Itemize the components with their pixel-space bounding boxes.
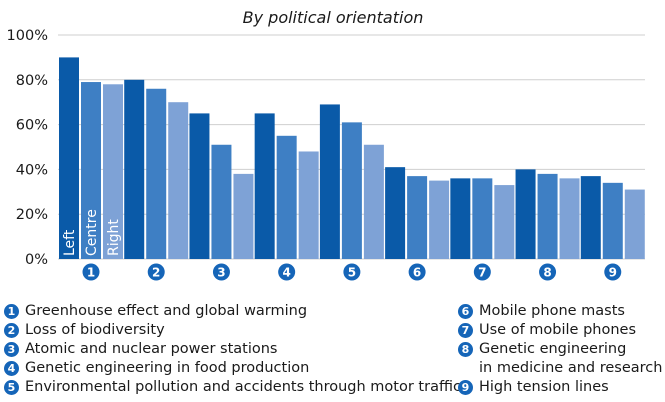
category-label: 6 xyxy=(413,266,421,280)
category-badge-6 xyxy=(408,263,426,281)
bar-centre-5 xyxy=(341,122,362,259)
legend-item: 5 Environmental pollution and accidents t… xyxy=(4,378,461,397)
bar-left-4 xyxy=(254,113,275,260)
bar-right-8 xyxy=(559,178,580,259)
category-label: 5 xyxy=(348,266,356,280)
bar-centre-7 xyxy=(472,178,493,259)
bar-centre-2 xyxy=(146,88,167,259)
bar-right-5 xyxy=(363,144,384,259)
legend-text: Loss of biodiversity xyxy=(25,322,165,338)
bar-centre-1 xyxy=(81,82,101,259)
bar-right-4 xyxy=(298,151,319,259)
bar-left-1 xyxy=(59,57,79,260)
legend-item: 7 Use of mobile phones xyxy=(458,321,662,340)
legend-badge: 1 xyxy=(4,304,19,319)
category-label: 1 xyxy=(87,266,95,280)
legend-text: Use of mobile phones xyxy=(479,322,637,338)
legend-text: Greenhouse effect and global warming xyxy=(25,303,308,319)
category-badge-9 xyxy=(604,263,622,281)
category-badge-5 xyxy=(343,263,361,281)
bar-chart: By political orientation 0% 20% 40% 60% 80% 1… xyxy=(7,8,645,281)
legend-text: Mobile phone masts xyxy=(479,303,625,319)
bar-left-2 xyxy=(124,79,145,259)
chart-title: By political orientation xyxy=(243,8,424,27)
legend-item: 3 Atomic and nuclear power stations xyxy=(4,340,461,359)
legend-text: Genetic engineering in medicine and rese… xyxy=(479,341,663,376)
y-tick-label: 40% xyxy=(16,162,48,178)
legend-item: 9 High tension lines xyxy=(458,378,662,397)
legend-badge: 3 xyxy=(4,342,19,357)
bar-right-3 xyxy=(233,173,254,259)
legend-badge: 9 xyxy=(458,380,473,395)
bar-left-6 xyxy=(385,167,406,259)
bar-right-9 xyxy=(624,189,645,259)
series-label-right: Right xyxy=(106,219,122,256)
series-label-left: Left xyxy=(62,229,78,256)
bar-left-3 xyxy=(189,113,210,260)
category-badge-7 xyxy=(473,263,491,281)
legend-left: 1 Greenhouse effect and global warming 2 Lo… xyxy=(4,302,461,397)
y-tick-label: 0% xyxy=(25,252,48,268)
legend-right: 6 Mobile phone masts 7 Use of mobile phones… xyxy=(458,302,662,397)
bar-left-8 xyxy=(515,169,536,259)
legend-badge: 6 xyxy=(458,304,473,319)
category-badge-1 xyxy=(82,263,100,281)
legend-text: Genetic engineering in food production xyxy=(25,360,310,376)
bar-right-6 xyxy=(429,180,450,259)
category-badge-3 xyxy=(212,263,230,281)
y-tick-label: 60% xyxy=(16,118,48,134)
series-label-centre: Centre xyxy=(84,209,100,256)
y-tick-label: 100% xyxy=(7,28,48,44)
legend-text: High tension lines xyxy=(479,379,609,395)
category-label: 4 xyxy=(282,266,290,280)
bar-centre-4 xyxy=(276,135,297,259)
legend-text: Environmental pollution and accidents th… xyxy=(25,379,461,395)
legend-badge: 7 xyxy=(458,323,473,338)
legend-item: 6 Mobile phone masts xyxy=(458,302,662,321)
bar-left-9 xyxy=(580,176,601,259)
bar-centre-6 xyxy=(407,176,428,259)
bar-right-1 xyxy=(103,84,123,259)
legend-badge: 2 xyxy=(4,323,19,338)
bar-right-2 xyxy=(168,102,189,259)
category-label: 8 xyxy=(543,266,551,280)
legend-item: 8 Genetic engineering in medicine and res… xyxy=(458,340,662,378)
category-badge-8 xyxy=(539,263,557,281)
legend-item: 2 Loss of biodiversity xyxy=(4,321,461,340)
legend-badge: 5 xyxy=(4,380,19,395)
category-label: 3 xyxy=(217,266,225,280)
legend-item: 1 Greenhouse effect and global warming xyxy=(4,302,461,321)
legend-item: 4 Genetic engineering in food production xyxy=(4,359,461,378)
y-tick-label: 80% xyxy=(16,73,48,89)
bar-left-7 xyxy=(450,178,471,259)
bar-centre-3 xyxy=(211,144,232,259)
legend-badge: 8 xyxy=(458,342,473,357)
category-badge-4 xyxy=(278,263,296,281)
bar-centre-8 xyxy=(537,173,558,259)
bar-right-7 xyxy=(494,185,515,259)
bar-centre-9 xyxy=(602,182,623,259)
category-label: 7 xyxy=(478,266,486,280)
legend-badge: 4 xyxy=(4,361,19,376)
legend-text: Atomic and nuclear power stations xyxy=(25,341,278,357)
category-badge-2 xyxy=(147,263,165,281)
category-label: 9 xyxy=(609,266,617,280)
category-label: 2 xyxy=(152,266,160,280)
y-tick-label: 20% xyxy=(16,207,48,223)
bar-left-5 xyxy=(319,104,340,259)
